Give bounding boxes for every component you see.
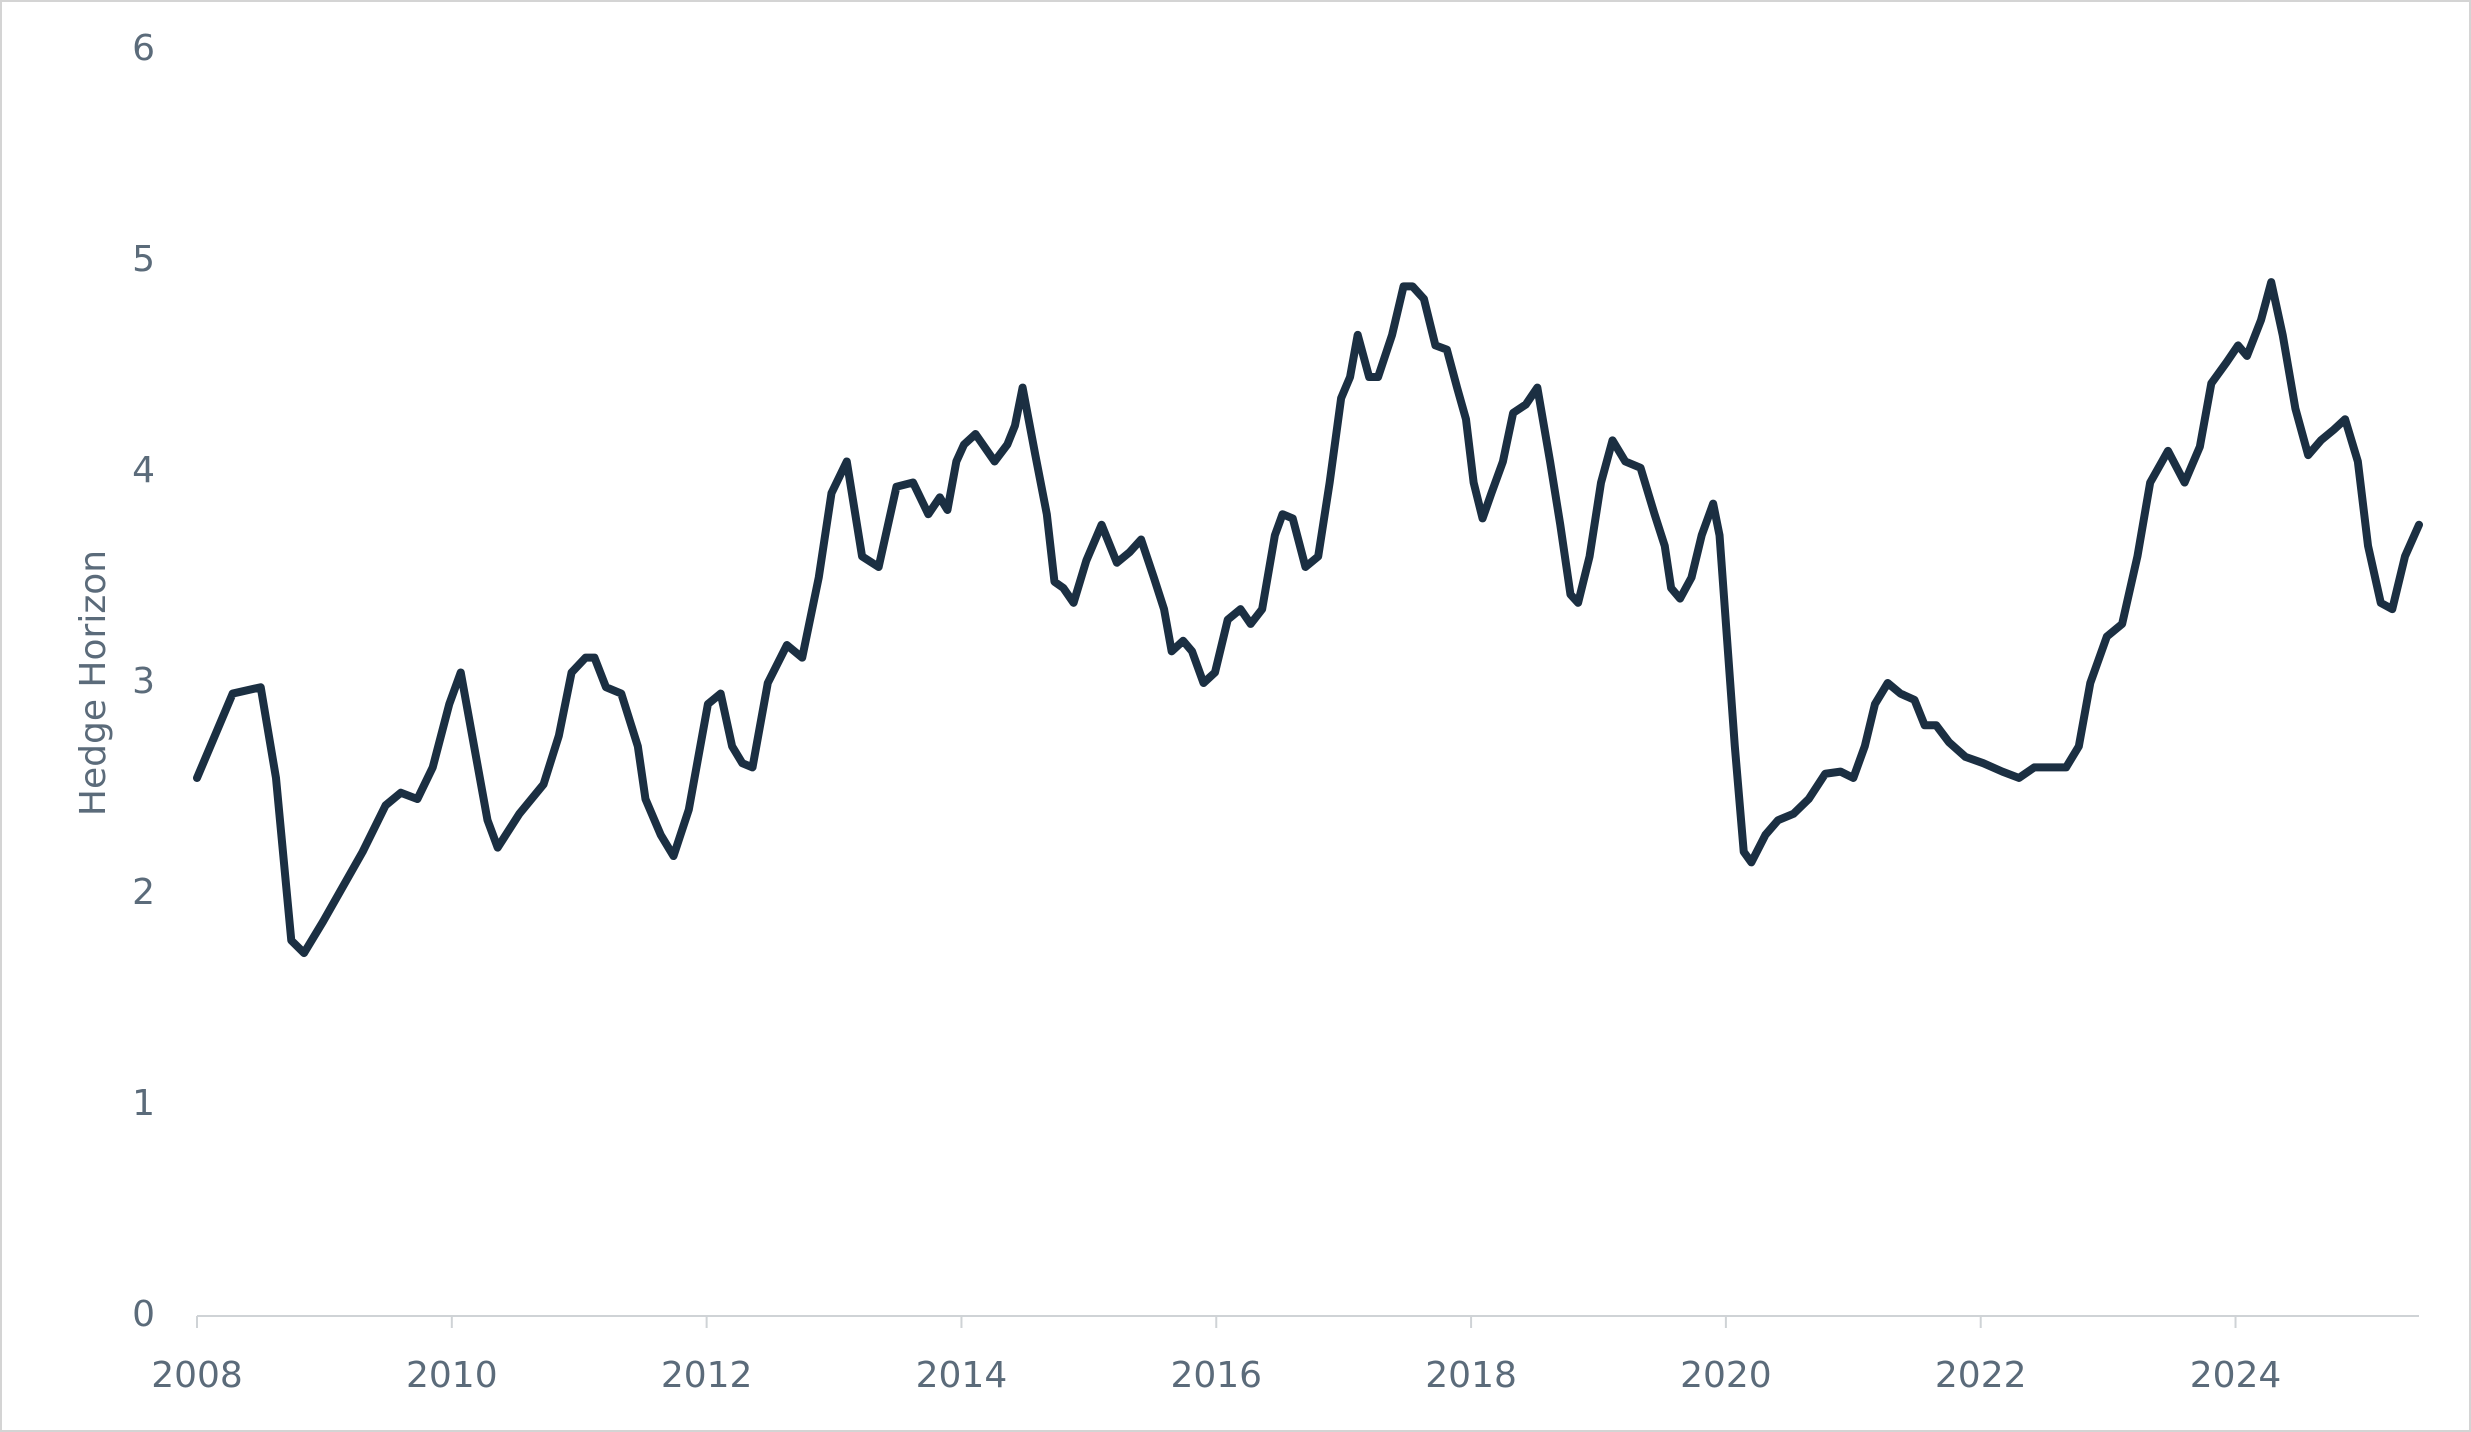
y-tick-label: 2: [132, 872, 155, 913]
y-tick-label: 5: [132, 239, 155, 280]
x-tick-label: 2016: [1170, 1355, 1262, 1396]
x-tick-label: 2010: [406, 1355, 498, 1396]
y-tick-label: 0: [132, 1294, 155, 1335]
x-tick-label: 2018: [1425, 1355, 1517, 1396]
line: [193, 278, 2423, 958]
x-tick-label: 2022: [1935, 1355, 2027, 1396]
x-tick-label: 2012: [661, 1355, 753, 1396]
x-tick-label: 2008: [151, 1355, 243, 1396]
y-tick-label: 4: [132, 450, 155, 491]
x-tick-label: 2020: [1680, 1355, 1772, 1396]
x-tick-label: 2014: [916, 1355, 1008, 1396]
x-tick-label: 2024: [2190, 1355, 2282, 1396]
y-tick-label: 6: [132, 28, 155, 69]
y-axis-title: Hedge Horizon: [73, 550, 114, 816]
y-tick-label: 1: [132, 1083, 155, 1124]
y-tick-label: 3: [132, 661, 155, 702]
